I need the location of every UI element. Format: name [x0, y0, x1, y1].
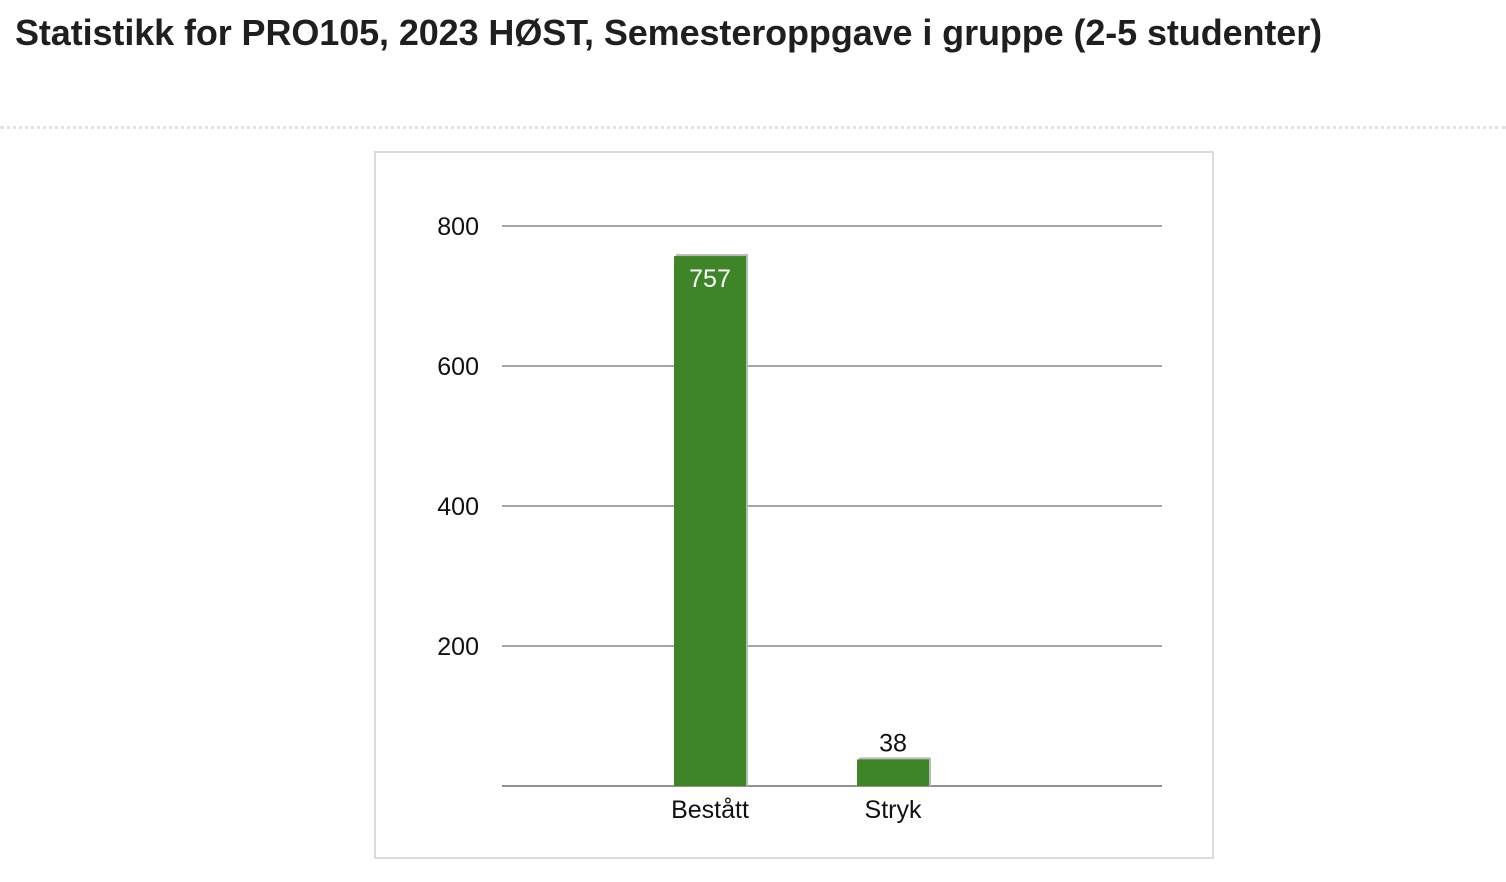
bar-best-tt[interactable] — [674, 256, 746, 787]
page-title: Statistikk for PRO105, 2023 HØST, Semest… — [15, 12, 1323, 53]
x-category-label: Stryk — [865, 796, 922, 824]
bar-chart: 200 400 600 800 757 Bestått 38 Stryk — [437, 213, 1162, 824]
grid-layer — [502, 225, 1162, 787]
y-tick-label: 600 — [437, 353, 479, 381]
y-tick-label: 400 — [437, 493, 479, 521]
x-category-label: Bestått — [671, 796, 749, 824]
y-tick-label: 200 — [437, 633, 479, 661]
data-label: 38 — [879, 729, 907, 757]
chart-frame: 200 400 600 800 757 Bestått 38 Stryk — [374, 151, 1214, 859]
bar-stryk[interactable] — [857, 759, 929, 786]
bar-layer — [674, 254, 931, 787]
dotted-divider — [0, 126, 1506, 129]
data-label: 757 — [689, 265, 731, 293]
y-tick-label: 800 — [437, 213, 479, 241]
label-layer: 200 400 600 800 757 Bestått 38 Stryk — [437, 213, 922, 824]
